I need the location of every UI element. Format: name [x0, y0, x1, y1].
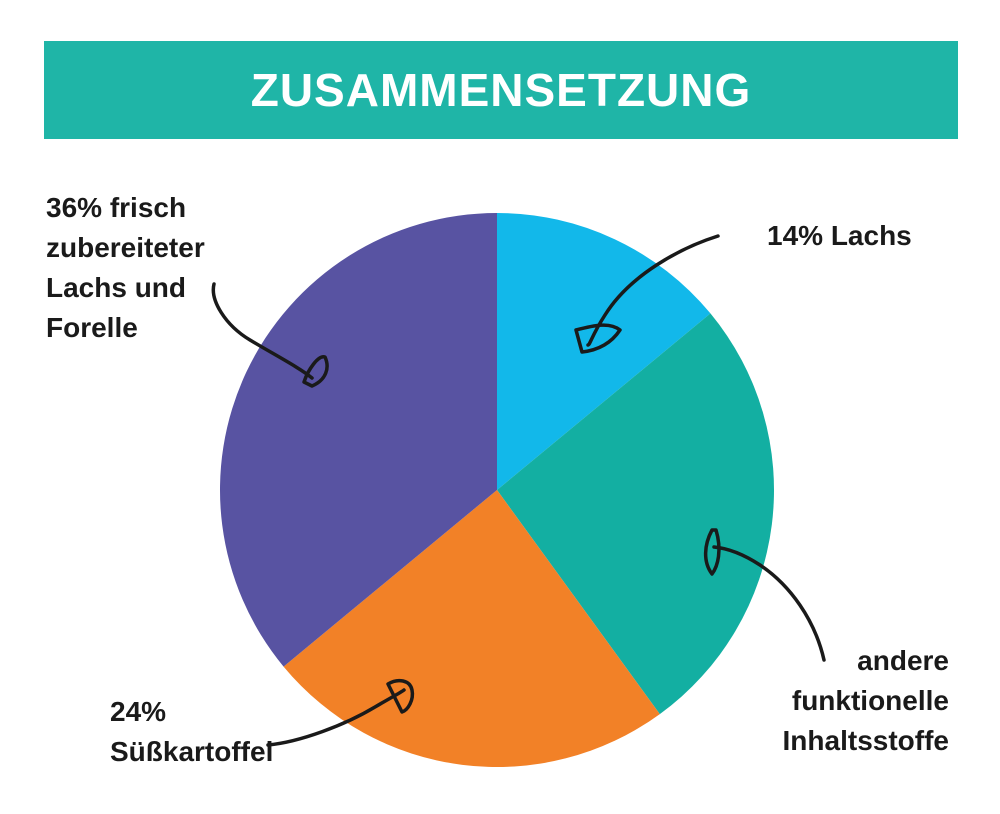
- pie-slice-3: [220, 213, 497, 667]
- pie-slice-0: [497, 213, 711, 490]
- arrowhead-frisch: [302, 355, 329, 388]
- slice-label-line: 24%: [110, 696, 167, 727]
- slice-label-line: funktionelle: [791, 685, 949, 716]
- slice-label-line: Forelle: [46, 312, 138, 343]
- pie-slices: [220, 213, 774, 767]
- arrowhead-lachs: [574, 323, 622, 354]
- slice-label-line: Süßkartoffel: [110, 736, 274, 767]
- slice-label-line: 36% frisch: [46, 192, 187, 223]
- slice-label-lachs: 14% Lachs: [767, 216, 912, 256]
- slice-label-line: 14% Lachs: [767, 220, 912, 251]
- pie-slice-2: [283, 490, 660, 767]
- arrow-andere: [712, 545, 826, 662]
- slice-label-line: Lachs und: [46, 272, 187, 303]
- slice-label-line: zubereiteter: [46, 232, 205, 263]
- annotation-arrows: [211, 234, 826, 747]
- chart-title: ZUSAMMENSETZUNG: [250, 64, 752, 116]
- arrow-lachs: [586, 234, 720, 347]
- slice-label-frisch: 36% frisch zubereiteter Lachs und Forelle: [46, 188, 205, 348]
- slice-label-andere: andere funktionelle Inhaltsstoffe: [765, 641, 949, 761]
- slice-label-line: andere: [857, 645, 949, 676]
- arrow-suesskartoffel: [266, 688, 406, 747]
- title-banner: ZUSAMMENSETZUNG: [44, 41, 958, 139]
- slice-label-line: Inhaltsstoffe: [782, 725, 949, 756]
- arrowhead-suesskartoffel: [386, 678, 415, 714]
- pie-slice-1: [497, 313, 774, 715]
- slice-label-suesskartoffel: 24% Süßkartoffel: [110, 692, 273, 772]
- arrowhead-andere: [703, 528, 721, 576]
- arrow-frisch: [211, 282, 314, 380]
